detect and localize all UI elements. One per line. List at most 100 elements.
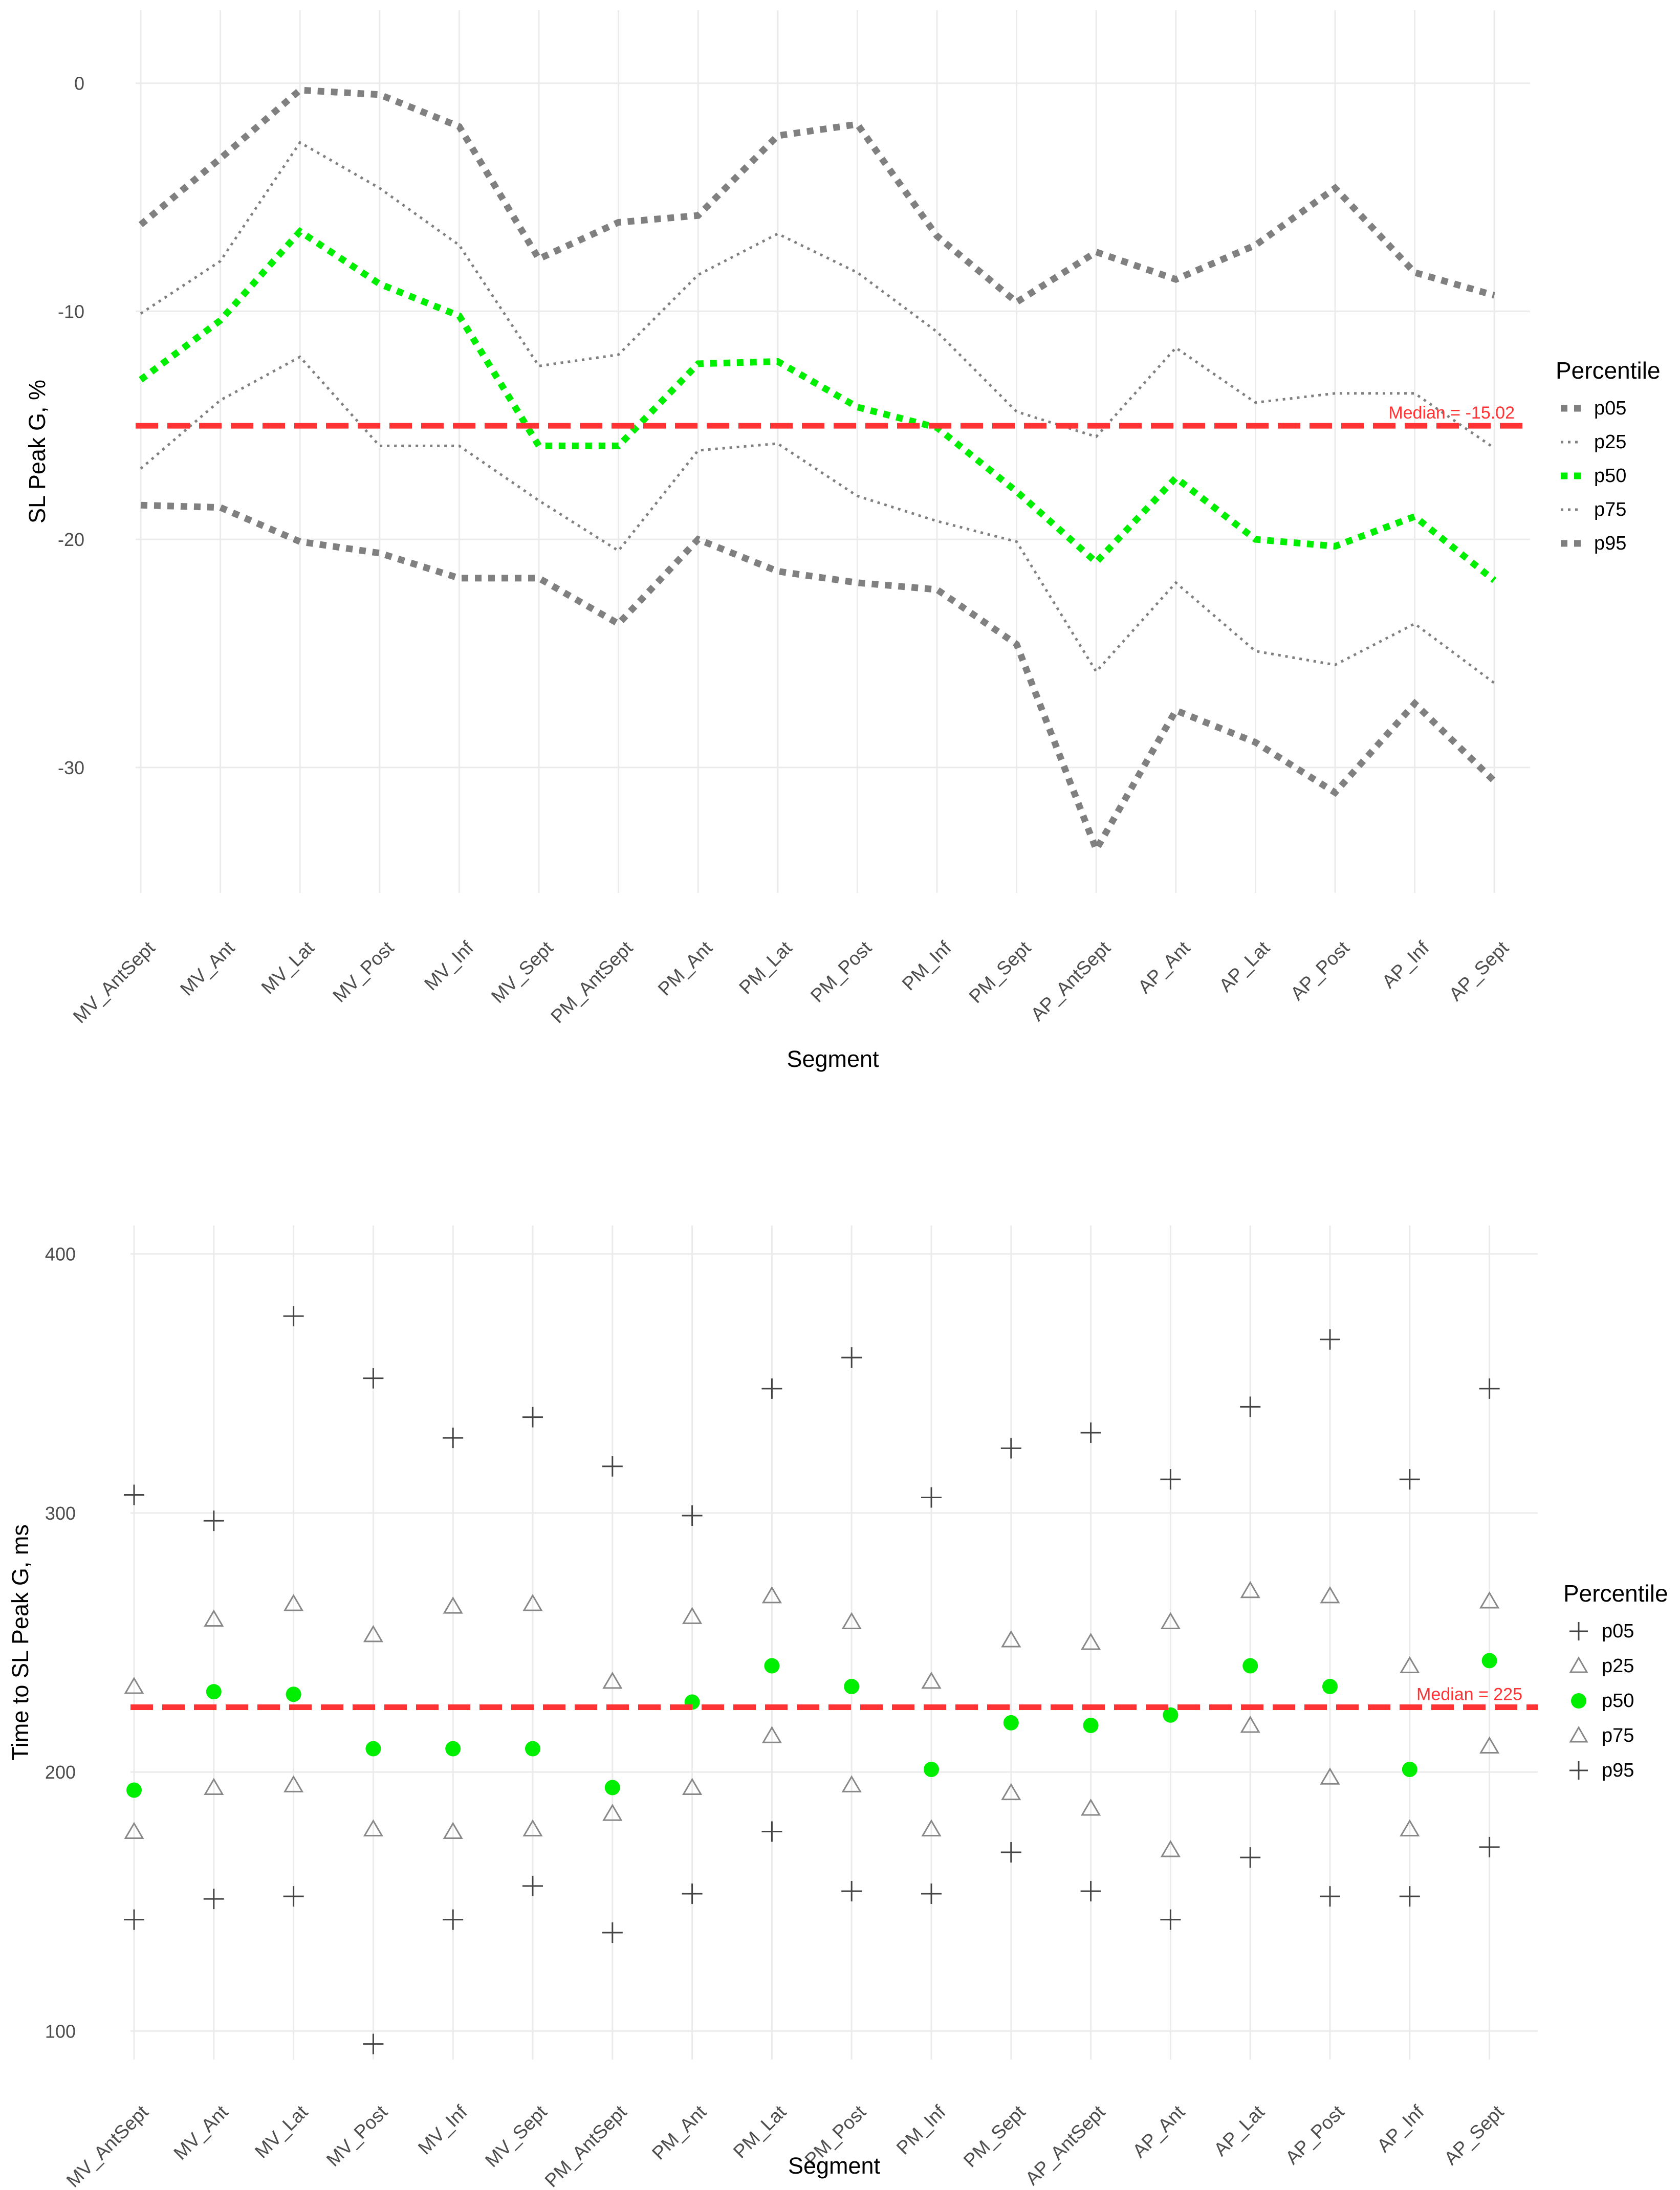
data-point-p25 — [443, 1822, 463, 1839]
series-line-p75 — [140, 141, 1495, 449]
x-tick-label: AP_Inf — [1373, 2101, 1428, 2156]
data-point-p05 — [363, 2033, 384, 2054]
data-point-p25 — [682, 1778, 703, 1795]
data-point-p75 — [841, 1612, 862, 1630]
data-point-p25 — [1160, 1840, 1181, 1857]
data-point-p95 — [1320, 1329, 1340, 1350]
legend: Percentile p05 p25 p50 p75 p95 — [1556, 357, 1661, 554]
data-point-p95 — [443, 1428, 464, 1449]
series-line-p50 — [139, 227, 1497, 583]
x-tick-label: MV_Ant — [169, 2101, 232, 2164]
data-point-p05 — [443, 1909, 464, 1930]
legend-label-p50: p50 — [1594, 465, 1626, 487]
data-point-p50 — [1163, 1707, 1179, 1723]
legend: Percentile p05 p25 p50 p75 p95 — [1563, 1580, 1668, 1781]
x-tick-label: PM_Inf — [892, 2101, 950, 2158]
series-p25 — [124, 1716, 1500, 1857]
data-point-p25 — [1479, 1736, 1500, 1754]
x-tick-label: AP_Post — [1281, 2101, 1348, 2168]
data-point-p75 — [1479, 1591, 1500, 1609]
data-point-p75 — [443, 1596, 463, 1614]
data-point-p05 — [1320, 1886, 1340, 1907]
data-point-p50 — [1481, 1653, 1497, 1669]
data-point-p50 — [1083, 1717, 1099, 1733]
data-point-p05 — [283, 1886, 304, 1907]
data-point-p95 — [124, 1484, 144, 1505]
data-point-p75 — [1320, 1586, 1340, 1604]
data-point-p95 — [1160, 1469, 1181, 1490]
series-p95 — [138, 86, 1495, 306]
legend-label-p95: p95 — [1594, 533, 1626, 554]
x-tick-label: MV_AntSept — [62, 2101, 152, 2187]
x-tick-label: MV_Ant — [176, 937, 239, 1000]
data-point-p95 — [1399, 1469, 1420, 1490]
x-tick-label: PM_Post — [806, 937, 876, 1006]
data-point-p75 — [1001, 1630, 1021, 1648]
x-tick-label: PM_Lat — [735, 937, 796, 998]
data-point-p25 — [761, 1726, 782, 1743]
data-point-p75 — [522, 1594, 543, 1611]
y-axis-title: SL Peak G, % — [24, 380, 50, 523]
series-line-p05 — [140, 501, 1497, 858]
data-point-p95 — [203, 1510, 224, 1531]
series-p75 — [124, 1581, 1500, 1694]
data-point-p50 — [604, 1780, 620, 1795]
data-point-p95 — [283, 1306, 304, 1327]
x-tick-label: PM_Inf — [898, 937, 955, 994]
data-point-p50 — [1003, 1715, 1019, 1731]
x-tick-label: PM_Lat — [729, 2101, 791, 2162]
chart-2: 100 200 300 400 MV_AntSept MV_Ant MV_Lat MV_Pos… — [7, 1225, 1668, 2190]
data-point-p05 — [522, 1875, 543, 1896]
data-point-p50 — [445, 1741, 461, 1757]
data-point-p25 — [602, 1804, 623, 1821]
data-point-p05 — [124, 1909, 144, 1930]
legend-title: Percentile — [1556, 357, 1661, 384]
data-point-p95 — [1080, 1422, 1101, 1443]
y-tick-label: -20 — [58, 529, 84, 550]
data-point-p05 — [761, 1821, 782, 1842]
data-point-p50 — [1402, 1762, 1417, 1778]
legend-label-p25: p25 — [1602, 1655, 1634, 1677]
data-point-p05 — [1160, 1909, 1181, 1930]
data-point-p50 — [126, 1782, 142, 1798]
series-p25 — [140, 355, 1495, 684]
x-tick-label: PM_Sept — [959, 2101, 1030, 2171]
series-p50 — [139, 227, 1497, 583]
legend-label-p05: p05 — [1594, 398, 1626, 419]
data-point-p25 — [1001, 1783, 1021, 1801]
data-point-p05 — [682, 1884, 703, 1904]
legend-label-p25: p25 — [1594, 431, 1626, 453]
data-point-p75 — [283, 1594, 304, 1611]
median-label: Median = 225 — [1416, 1685, 1522, 1704]
data-point-p50 — [365, 1741, 381, 1757]
data-point-p75 — [1160, 1612, 1181, 1630]
y-tick-label: -30 — [58, 757, 84, 778]
data-point-p50 — [1242, 1658, 1258, 1674]
data-point-p95 — [1000, 1438, 1021, 1459]
data-point-p50 — [525, 1741, 540, 1757]
data-point-p25 — [124, 1822, 144, 1839]
data-point-p50 — [844, 1679, 860, 1695]
data-point-p95 — [761, 1378, 782, 1399]
series-p05 — [124, 1821, 1500, 2054]
y-tick-label: 400 — [45, 1244, 76, 1265]
data-point-p25 — [1240, 1716, 1260, 1733]
series-p95 — [124, 1306, 1500, 1531]
x-tick-label: AP_Lat — [1215, 937, 1274, 996]
data-point-p25 — [283, 1775, 304, 1792]
data-point-p95 — [1240, 1396, 1261, 1417]
data-point-p75 — [204, 1609, 224, 1627]
x-tick-label: MV_Sept — [481, 2101, 551, 2171]
series-line-p25 — [140, 355, 1495, 684]
x-tick-label: AP_Lat — [1210, 2101, 1269, 2160]
x-tick-label: AP_Post — [1286, 937, 1354, 1004]
data-point-p75 — [363, 1625, 384, 1642]
data-point-p50 — [924, 1762, 939, 1778]
data-point-p25 — [204, 1778, 224, 1795]
chart-1: 0 -10 -20 -30 MV_AntSept MV_Ant MV_Lat MV_Post M… — [24, 10, 1661, 1072]
x-tick-label: AP_AntSept — [1021, 2101, 1109, 2187]
x-tick-label: MV_Inf — [414, 2101, 471, 2158]
series-p05 — [140, 501, 1497, 858]
